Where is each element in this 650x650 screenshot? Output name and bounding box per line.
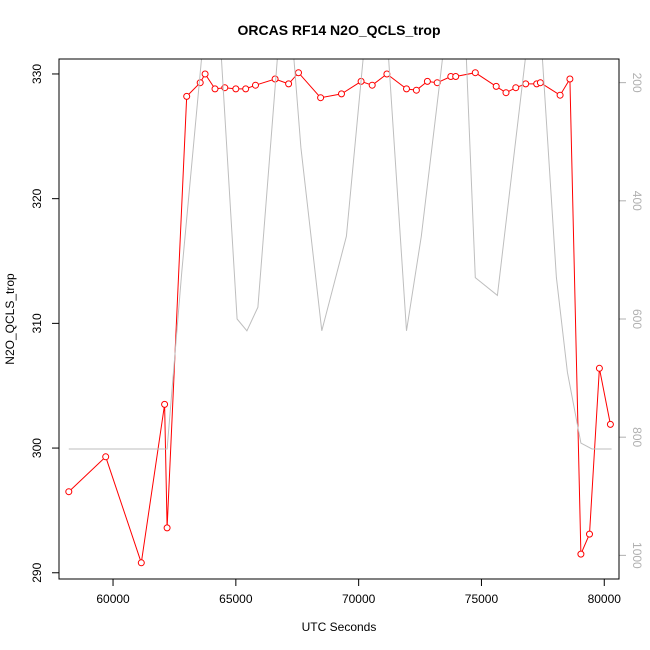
- data-point: [338, 90, 345, 98]
- x-tick-label: 60000: [96, 592, 130, 606]
- y-tick-label: 330: [30, 64, 44, 84]
- data-point: [556, 91, 564, 99]
- y2-tick-label: 200: [630, 73, 644, 93]
- data-point: [232, 85, 240, 93]
- data-point: [522, 80, 530, 88]
- plot-frame: [58, 58, 620, 580]
- data-point: [586, 530, 593, 538]
- y-axis-left: 290 300 310 320 330: [30, 64, 60, 583]
- data-point: [502, 89, 510, 97]
- series-layer: [65, 59, 614, 567]
- x-tick-label: 70000: [342, 592, 376, 606]
- data-point: [368, 81, 376, 89]
- data-point: [252, 81, 259, 89]
- data-point: [452, 73, 460, 80]
- data-point: [317, 94, 325, 102]
- data-point: [201, 70, 209, 78]
- data-point: [606, 420, 614, 428]
- data-point: [102, 453, 110, 461]
- y-tick-label: 310: [30, 313, 44, 333]
- data-point: [211, 85, 219, 93]
- data-point: [183, 92, 191, 100]
- y2-tick-label: 1000: [630, 542, 644, 569]
- data-point: [295, 69, 302, 77]
- y-tick-label: 290: [30, 562, 44, 582]
- data-point: [163, 524, 171, 532]
- data-point: [512, 84, 520, 92]
- data-point: [196, 79, 204, 87]
- y2-tick-label: 600: [630, 309, 644, 329]
- chart-title: ORCAS RF14 N2O_QCLS_trop: [237, 22, 440, 38]
- data-point: [492, 82, 500, 90]
- data-point: [412, 86, 420, 94]
- data-point: [161, 400, 169, 408]
- data-point: [433, 79, 441, 87]
- data-point: [595, 364, 603, 372]
- data-point: [65, 488, 73, 496]
- y-tick-label: 300: [30, 438, 44, 458]
- data-point: [566, 75, 574, 83]
- y2-tick-label: 800: [630, 427, 644, 447]
- x-tick-label: 75000: [465, 592, 499, 606]
- x-axis-label: UTC Seconds: [302, 620, 377, 634]
- x-tick-label: 65000: [219, 592, 253, 606]
- x-tick-label: 80000: [588, 592, 622, 606]
- y2-tick-label: 400: [630, 191, 644, 211]
- data-point: [423, 77, 431, 85]
- y-axis-label: N2O_QCLS_trop: [3, 273, 17, 365]
- data-point: [137, 559, 145, 567]
- data-point: [403, 85, 410, 93]
- data-point: [577, 550, 585, 558]
- y-tick-label: 320: [30, 188, 44, 208]
- data-point: [471, 69, 479, 77]
- data-point: [242, 85, 250, 93]
- data-point: [285, 80, 293, 88]
- data-point: [536, 79, 544, 87]
